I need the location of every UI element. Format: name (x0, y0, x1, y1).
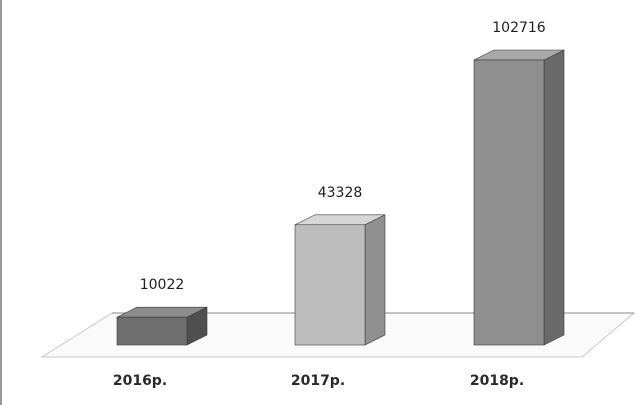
data-label-2018р.: 102716 (492, 20, 546, 36)
data-labels-group: 10022 43328 102716 (140, 20, 546, 293)
x-tick-label-2018р.: 2018р. (470, 373, 524, 389)
x-tick-label-2017р.: 2017р. (291, 373, 345, 389)
bar-2016р. (116, 306, 208, 346)
x-tick-labels-group: 2016р. 2017р. 2018р. (113, 373, 524, 389)
bar-side-face (543, 49, 565, 346)
bars-group (116, 49, 565, 346)
bar-2018р. (473, 49, 565, 346)
data-label-2016р.: 10022 (140, 277, 185, 293)
bar-2017р. (294, 214, 386, 346)
bar-side-face (364, 214, 386, 346)
bar-front-face (473, 59, 545, 346)
bar-front-face (294, 224, 366, 346)
x-tick-label-2016р.: 2016р. (113, 373, 167, 389)
data-label-2017р.: 43328 (318, 185, 363, 201)
bar-front-face (116, 316, 188, 346)
